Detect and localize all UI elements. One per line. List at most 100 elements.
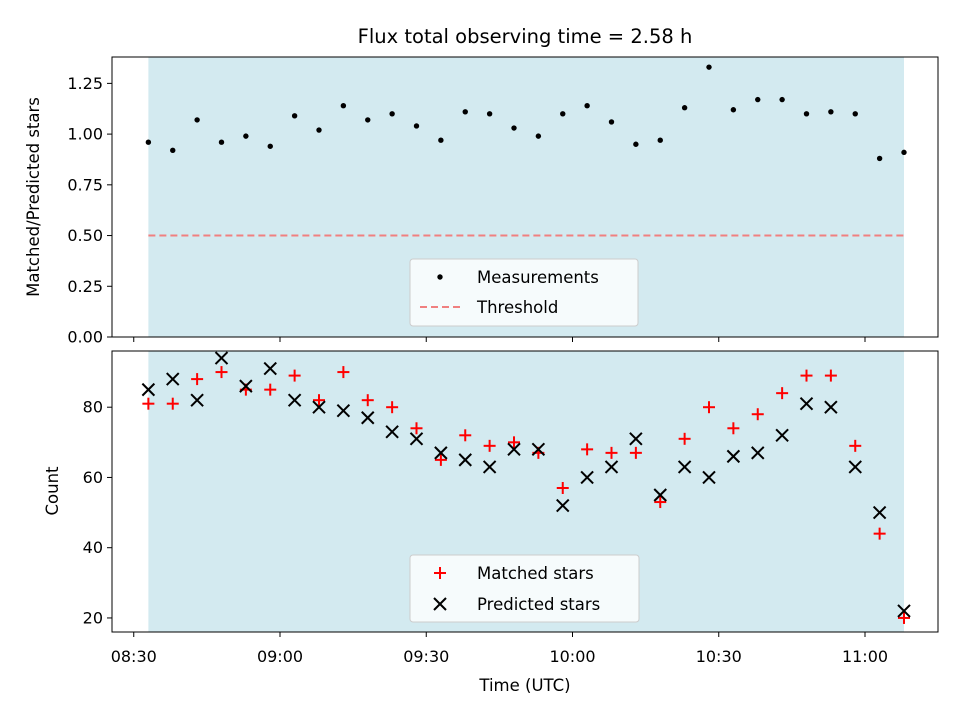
legend-predicted-marker <box>433 597 447 611</box>
bottom-y-axis: 20 40 60 80 <box>83 398 112 627</box>
measurement-point <box>218 139 225 145</box>
top-x-ticks <box>133 337 866 342</box>
measurement-point <box>730 107 737 113</box>
predicted-star-point <box>799 396 814 411</box>
predicted-star-point <box>751 446 765 460</box>
legend-predicted-label: Predicted stars <box>477 595 600 614</box>
measurement-point <box>755 96 761 103</box>
y-tick-label: 20 <box>83 608 103 627</box>
predicted-star-point <box>580 470 594 485</box>
x-axis: 08:30 09:00 09:30 10:00 10:30 11:00 <box>111 632 888 666</box>
x-tick-label: 09:00 <box>257 647 303 666</box>
matched-star-point <box>508 436 520 449</box>
matched-star-point <box>386 401 399 414</box>
legend-matched-label: Matched stars <box>477 564 594 583</box>
legend-measurements-marker <box>437 274 443 280</box>
predicted-star-point <box>531 442 546 457</box>
matched-star-point <box>703 401 715 414</box>
matched-star-point <box>191 373 204 386</box>
matched-star-point <box>215 366 228 379</box>
y-tick-label: 40 <box>83 538 103 557</box>
bottom-y-axis-label: Count <box>43 466 62 516</box>
x-tick-label: 11:00 <box>842 647 888 666</box>
predicted-star-point <box>214 351 229 365</box>
matched-star-point <box>629 446 642 459</box>
matched-star-point <box>483 439 496 452</box>
matched-star-point <box>751 408 764 421</box>
predicted-star-point <box>653 488 667 502</box>
measurement-point <box>876 155 883 162</box>
matched-star-point <box>313 394 325 407</box>
matched-star-point <box>800 369 813 382</box>
y-tick-label: 0.50 <box>67 226 103 245</box>
predicted-star-point <box>361 411 375 425</box>
matched-star-point <box>898 611 910 624</box>
predicted-star-point <box>287 393 302 407</box>
predicted-star-point <box>507 442 521 457</box>
matched-star-point <box>873 527 886 540</box>
measurement-point <box>608 119 615 125</box>
measurement-point <box>340 102 347 109</box>
measurement-point <box>657 137 663 143</box>
measurement-point <box>291 113 298 119</box>
matched-star-point <box>410 422 423 435</box>
x-tick-label: 10:00 <box>549 647 595 666</box>
measurement-point <box>535 133 542 139</box>
y-tick-label: 80 <box>83 398 103 417</box>
matched-star-point <box>849 439 862 452</box>
matched-star-point <box>654 496 667 509</box>
matched-star-point <box>166 397 179 410</box>
top-legend-box <box>409 258 639 327</box>
measurement-point <box>852 111 858 117</box>
predicted-star-point <box>385 425 399 439</box>
predicted-star-point <box>263 361 277 376</box>
predicted-star-point <box>458 453 472 467</box>
y-tick-label: 1.25 <box>67 74 103 93</box>
legend-measurements-label: Measurements <box>477 268 599 287</box>
measurement-point <box>633 141 639 147</box>
measurement-point <box>486 111 493 117</box>
measurement-point <box>584 102 590 109</box>
bottom-axes-frame <box>111 350 939 633</box>
bottom-legend: Matched stars Predicted stars <box>409 554 640 623</box>
top-panel: 0.00 0.25 0.50 0.75 1.00 1.25 Matched/Predict… <box>24 56 939 347</box>
predicted-star-point <box>434 446 448 460</box>
predicted-star-point <box>239 379 253 393</box>
measurement-point <box>194 117 200 123</box>
measurement-point <box>560 111 566 117</box>
matched-star-point <box>459 429 472 442</box>
predicted-star-point <box>166 372 180 386</box>
measurement-point <box>267 143 273 149</box>
measurement-point <box>389 111 395 117</box>
matched-star-point <box>264 383 277 396</box>
measurement-point <box>243 133 249 139</box>
measurement-point <box>681 105 688 111</box>
chart-title: Flux total observing time = 2.58 h <box>358 25 693 48</box>
predicted-star-point <box>897 604 911 618</box>
measurement-points <box>145 64 907 162</box>
measurement-point <box>706 64 712 70</box>
measurement-point <box>365 117 371 123</box>
predicted-star-point <box>482 460 497 474</box>
predicted-star-point <box>848 460 862 474</box>
matched-star-point <box>337 366 350 379</box>
top-y-axis-label: Matched/Predicted stars <box>24 97 43 297</box>
predicted-star-point <box>336 404 351 418</box>
predicted-star-point <box>824 400 838 414</box>
bottom-legend-box <box>409 554 640 623</box>
y-tick-label: 0.00 <box>67 328 103 347</box>
matched-star-point <box>824 369 837 382</box>
x-tick-label: 08:30 <box>111 647 157 666</box>
measurement-point <box>462 109 468 115</box>
legend-matched-marker <box>434 567 446 579</box>
y-tick-label: 1.00 <box>67 125 103 144</box>
matched-star-point <box>361 394 374 407</box>
predicted-star-point <box>409 432 424 446</box>
y-tick-label: 60 <box>83 468 103 487</box>
matched-star-point <box>678 432 691 445</box>
matched-star-point <box>288 369 301 382</box>
measurement-point <box>511 125 517 131</box>
x-tick-label: 10:30 <box>696 647 742 666</box>
